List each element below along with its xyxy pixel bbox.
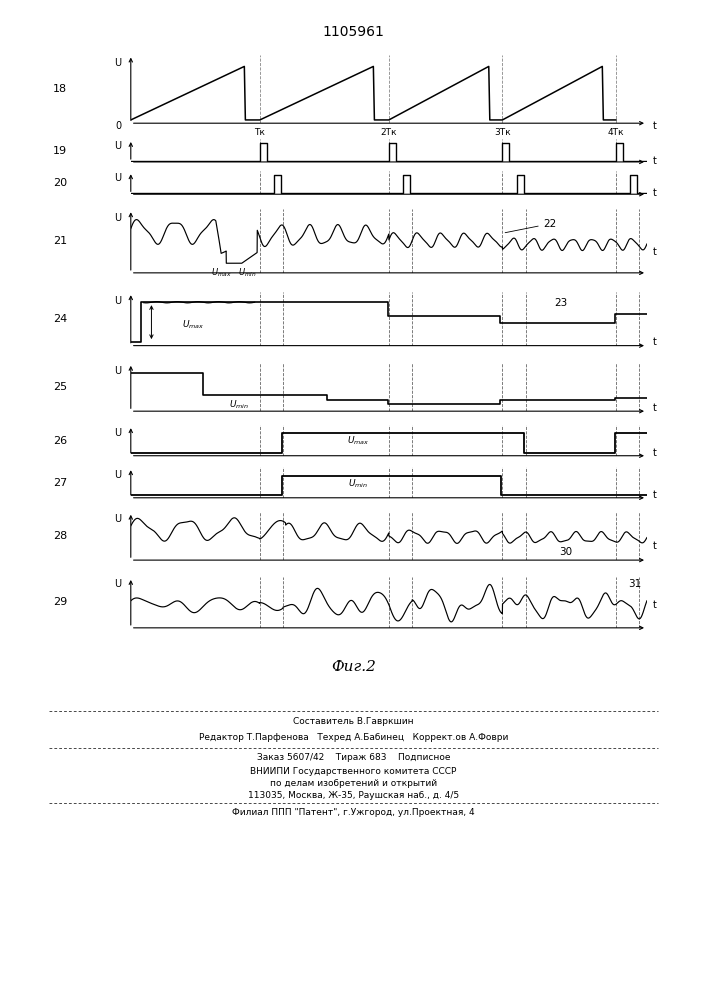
Text: 113035, Москва, Ж-35, Раушская наб., д. 4/5: 113035, Москва, Ж-35, Раушская наб., д. …	[248, 791, 459, 800]
Text: 29: 29	[53, 597, 67, 607]
Text: 1105961: 1105961	[322, 25, 385, 39]
Text: 28: 28	[53, 531, 67, 541]
Text: t: t	[653, 121, 657, 131]
Text: U: U	[115, 296, 122, 306]
Text: 25: 25	[53, 382, 67, 392]
Text: $U_{max}$: $U_{max}$	[182, 319, 205, 331]
Text: Редактор Т.Парфенова   Техред А.Бабинец   Коррект.ов А.Фоври: Редактор Т.Парфенова Техред А.Бабинец Ко…	[199, 733, 508, 742]
Text: 22: 22	[505, 219, 557, 233]
Text: Tк: Tк	[255, 128, 265, 137]
Text: U: U	[115, 579, 122, 589]
Text: Фиг.2: Фиг.2	[331, 660, 376, 674]
Text: $U_{max}$: $U_{max}$	[346, 435, 369, 447]
Text: U: U	[115, 514, 122, 524]
Text: U: U	[115, 141, 122, 151]
Text: t: t	[653, 337, 657, 347]
Text: U: U	[115, 366, 122, 376]
Text: 2Tк: 2Tк	[380, 128, 397, 137]
Text: 24: 24	[53, 314, 67, 324]
Text: 20: 20	[53, 178, 67, 188]
Text: 19: 19	[53, 146, 67, 156]
Text: t: t	[653, 541, 657, 551]
Text: U: U	[115, 173, 122, 183]
Text: 3Tк: 3Tк	[494, 128, 510, 137]
Text: 21: 21	[53, 236, 67, 246]
Text: 4Tк: 4Tк	[608, 128, 624, 137]
Text: t: t	[653, 188, 657, 198]
Text: t: t	[653, 600, 657, 610]
Text: U: U	[115, 58, 122, 68]
Text: $U_{min}$: $U_{min}$	[348, 477, 368, 490]
Text: 30: 30	[559, 547, 572, 557]
Text: t: t	[653, 403, 657, 413]
Text: Составитель В.Гавркшин: Составитель В.Гавркшин	[293, 717, 414, 726]
Text: t: t	[653, 448, 657, 458]
Text: t: t	[653, 156, 657, 166]
Text: 18: 18	[53, 84, 67, 94]
Text: $U_{min}$: $U_{min}$	[238, 266, 257, 279]
Text: Заказ 5607/42    Тираж 683    Подписное: Заказ 5607/42 Тираж 683 Подписное	[257, 753, 450, 762]
Text: $U_{max}$: $U_{max}$	[211, 266, 232, 279]
Text: t: t	[653, 490, 657, 500]
Text: t: t	[653, 247, 657, 257]
Text: U: U	[115, 428, 122, 438]
Text: по делам изобретений и открытий: по делам изобретений и открытий	[270, 779, 437, 788]
Text: U: U	[115, 213, 122, 223]
Text: 26: 26	[53, 436, 67, 446]
Text: $U_{min}$: $U_{min}$	[229, 399, 249, 411]
Text: 31: 31	[628, 579, 641, 589]
Text: 27: 27	[53, 478, 67, 488]
Text: U: U	[115, 470, 122, 480]
Text: 0: 0	[115, 121, 122, 131]
Text: 23: 23	[554, 298, 567, 308]
Text: Филиал ППП "Патент", г.Ужгород, ул.Проектная, 4: Филиал ППП "Патент", г.Ужгород, ул.Проек…	[232, 808, 475, 817]
Text: ВНИИПИ Государственного комитета СССР: ВНИИПИ Государственного комитета СССР	[250, 767, 457, 776]
